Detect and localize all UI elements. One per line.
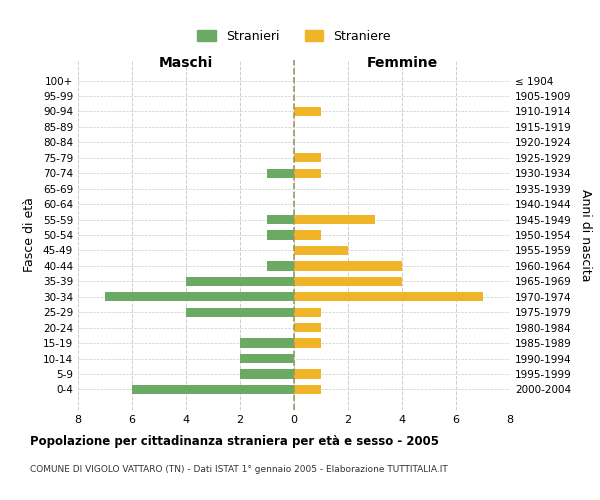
Bar: [294, 262, 402, 270]
Bar: [294, 107, 321, 116]
Bar: [294, 338, 321, 348]
Text: COMUNE DI VIGOLO VATTARO (TN) - Dati ISTAT 1° gennaio 2005 - Elaborazione TUTTIT: COMUNE DI VIGOLO VATTARO (TN) - Dati IST…: [30, 465, 448, 474]
Bar: [294, 385, 321, 394]
Y-axis label: Fasce di età: Fasce di età: [23, 198, 36, 272]
Bar: [105, 292, 294, 302]
Bar: [294, 215, 375, 224]
Bar: [294, 370, 321, 378]
Bar: [294, 308, 321, 317]
Bar: [294, 292, 483, 302]
Text: Femmine: Femmine: [367, 56, 437, 70]
Bar: [267, 215, 294, 224]
Legend: Stranieri, Straniere: Stranieri, Straniere: [192, 25, 396, 48]
Y-axis label: Anni di nascita: Anni di nascita: [578, 188, 592, 281]
Bar: [240, 354, 294, 363]
Bar: [267, 262, 294, 270]
Bar: [267, 168, 294, 178]
Bar: [267, 230, 294, 239]
Bar: [294, 230, 321, 239]
Text: Maschi: Maschi: [159, 56, 213, 70]
Bar: [240, 338, 294, 348]
Bar: [294, 246, 348, 255]
Bar: [240, 370, 294, 378]
Bar: [132, 385, 294, 394]
Bar: [294, 276, 402, 286]
Bar: [186, 276, 294, 286]
Bar: [294, 153, 321, 162]
Bar: [294, 323, 321, 332]
Bar: [294, 168, 321, 178]
Text: Popolazione per cittadinanza straniera per età e sesso - 2005: Popolazione per cittadinanza straniera p…: [30, 435, 439, 448]
Bar: [186, 308, 294, 317]
